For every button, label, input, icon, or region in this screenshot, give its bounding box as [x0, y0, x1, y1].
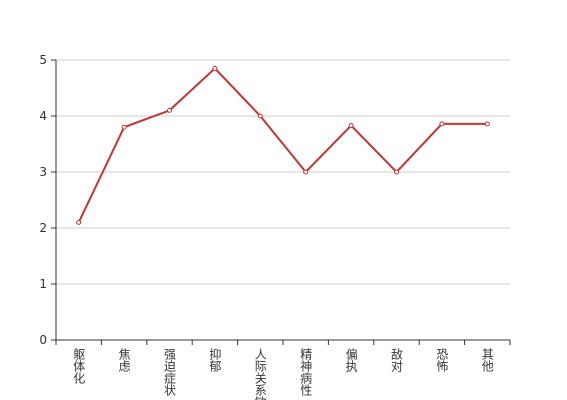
point — [348, 123, 354, 129]
x-tick-label: 偏执 — [344, 347, 358, 373]
point — [121, 124, 127, 130]
point — [303, 169, 309, 175]
point — [484, 121, 490, 127]
point — [439, 121, 445, 127]
line — [77, 66, 488, 223]
point — [76, 219, 82, 225]
x-tick-label: 躯体化 — [72, 347, 86, 385]
x-tick-label: 强迫症状 — [163, 348, 177, 396]
y-tick-label: 4 — [39, 109, 47, 123]
y-tick-label: 0 — [39, 333, 47, 347]
x-tick-label: 抑郁 — [208, 347, 222, 373]
x-tick-label: 精神病性 — [299, 348, 313, 397]
y-tick-label: 5 — [39, 53, 47, 67]
point — [167, 107, 172, 113]
x-tick-label: 敌对 — [390, 347, 404, 372]
point — [257, 113, 263, 119]
y-tick-label: 1 — [39, 277, 47, 291]
x-tick-label: 人际关系敏感 — [253, 348, 267, 400]
point — [212, 65, 218, 71]
y-tick-label: 3 — [39, 165, 47, 179]
x-tick-label: 其他 — [480, 348, 494, 372]
x-tick-label: 恐怖 — [435, 348, 449, 372]
point — [394, 169, 399, 175]
y-tick-label: 2 — [39, 221, 47, 235]
x-tick-label: 焦虑 — [117, 348, 131, 372]
